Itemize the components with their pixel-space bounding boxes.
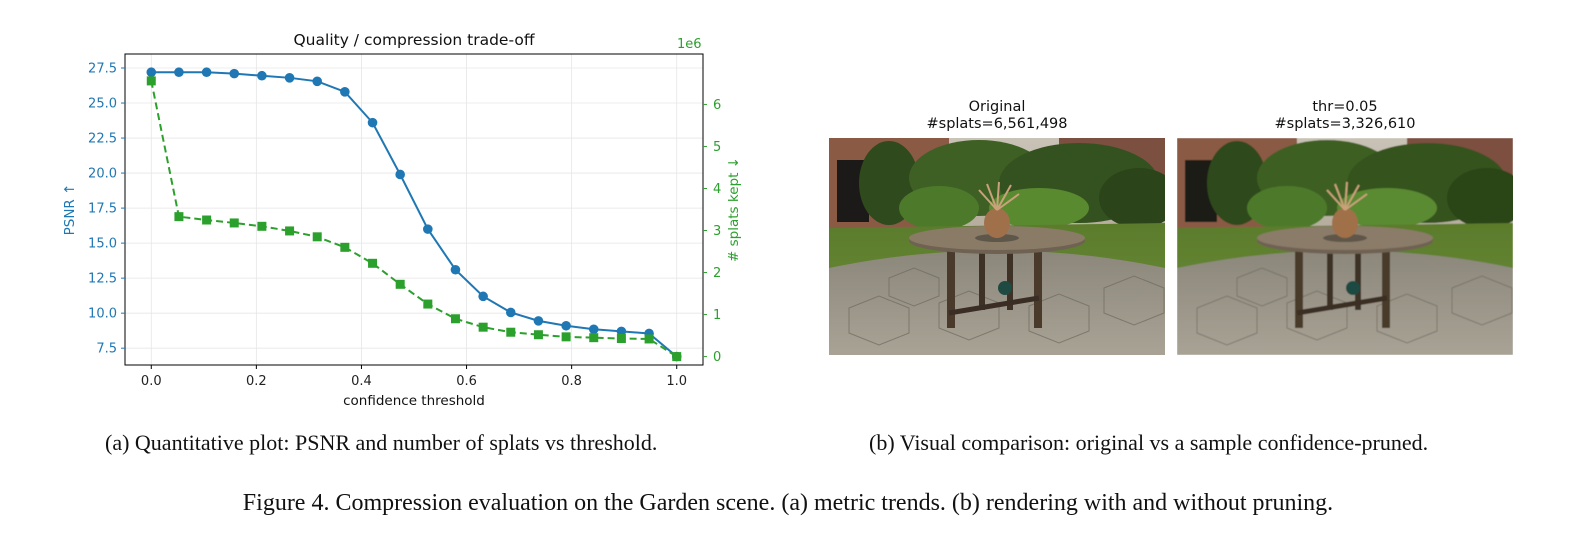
splats-point bbox=[312, 232, 322, 242]
original-title-line2: #splats=6,561,498 bbox=[926, 116, 1068, 132]
psnr-point bbox=[201, 67, 212, 78]
quality-compression-chart: 0.0 0.2 0.4 0.6 0.8 1.0 7.5 10.0 12.5 15.0 17.5 20.… bbox=[62, 31, 742, 409]
psnr-point bbox=[588, 324, 599, 335]
x-axis-label: confidence threshold bbox=[343, 393, 485, 409]
psnr-point bbox=[257, 70, 267, 81]
psnr-point bbox=[423, 224, 433, 234]
y-left-tick-label: 12.5 bbox=[88, 272, 117, 287]
y-right-tick-label: 6 bbox=[713, 98, 721, 113]
y-left-tick-label: 22.5 bbox=[88, 132, 117, 147]
splats-point bbox=[561, 332, 571, 342]
y-left-tick-label: 27.5 bbox=[88, 62, 117, 77]
psnr-point bbox=[367, 117, 378, 128]
psnr-point bbox=[229, 68, 240, 79]
chart-title: Quality / compression trade-off bbox=[293, 31, 534, 49]
splats-point bbox=[368, 258, 378, 268]
splats-point bbox=[533, 330, 543, 340]
psnr-series-line bbox=[151, 71, 678, 358]
splats-point bbox=[174, 212, 184, 222]
y-right-offset-text: 1e6 bbox=[677, 37, 702, 52]
original-render-title: Original #splats=6,561,498 bbox=[829, 99, 1165, 133]
y-right-tick-label: 0 bbox=[713, 350, 721, 365]
y-right-tick-label: 1 bbox=[713, 308, 721, 323]
y-left-axis-label: PSNR ↑ bbox=[62, 184, 78, 236]
pruned-title-line2: #splats=3,326,610 bbox=[1274, 116, 1416, 132]
plot-frame bbox=[124, 53, 704, 366]
splats-point bbox=[506, 327, 516, 337]
splats-point bbox=[423, 299, 433, 309]
splats-point bbox=[395, 279, 405, 289]
figure-caption: Figure 4. Compression evaluation on the … bbox=[242, 490, 1334, 516]
splats-point bbox=[202, 215, 212, 225]
splats-point bbox=[478, 322, 488, 332]
psnr-point bbox=[561, 320, 571, 331]
splats-point bbox=[589, 333, 599, 343]
psnr-point bbox=[450, 264, 461, 275]
splats-point bbox=[229, 218, 239, 228]
splats-point bbox=[257, 221, 267, 231]
y-right-axis-label: # splats kept ↓ bbox=[726, 157, 742, 262]
splats-point bbox=[285, 226, 295, 236]
psnr-point bbox=[174, 67, 184, 78]
psnr-point bbox=[284, 73, 295, 83]
psnr-point bbox=[312, 76, 323, 87]
y-right-tick-label: 3 bbox=[713, 224, 721, 239]
pruned-render-image bbox=[1177, 138, 1513, 355]
x-tick-label: 0.4 bbox=[351, 374, 372, 389]
psnr-point bbox=[505, 307, 516, 318]
subcaption-b: (b) Visual comparison: original vs a sam… bbox=[869, 430, 1429, 455]
x-tick-label: 0.0 bbox=[141, 374, 162, 389]
y-right-tick-label: 5 bbox=[713, 140, 721, 155]
y-left-tick-label: 15.0 bbox=[88, 237, 117, 252]
pruned-title-line1: thr=0.05 bbox=[1312, 99, 1378, 115]
psnr-point bbox=[533, 316, 544, 326]
splats-series-line bbox=[150, 80, 678, 358]
x-tick-label: 1.0 bbox=[666, 374, 687, 389]
y-right-tick-label: 2 bbox=[713, 266, 721, 281]
x-tick-label: 0.2 bbox=[246, 374, 267, 389]
splats-point bbox=[644, 334, 654, 344]
splats-point bbox=[672, 352, 682, 362]
psnr-point bbox=[478, 291, 488, 302]
y-left-tick-label: 17.5 bbox=[88, 202, 117, 217]
splats-point bbox=[616, 334, 626, 344]
y-left-tick-label: 10.0 bbox=[88, 307, 117, 322]
psnr-point bbox=[146, 67, 157, 78]
splats-point bbox=[450, 314, 460, 324]
psnr-point bbox=[340, 87, 350, 97]
splats-point bbox=[340, 242, 350, 252]
splats-point bbox=[146, 76, 156, 86]
x-tick-label: 0.8 bbox=[561, 374, 582, 389]
y-right-tick-label: 4 bbox=[713, 182, 721, 197]
y-left-tick-label: 20.0 bbox=[88, 167, 117, 182]
y-left-tick-label: 7.5 bbox=[96, 342, 117, 357]
subcaption-a: (a) Quantitative plot: PSNR and number o… bbox=[105, 430, 658, 455]
psnr-point bbox=[616, 326, 627, 337]
psnr-point bbox=[395, 169, 405, 180]
y-left-tick-label: 25.0 bbox=[88, 97, 117, 112]
original-render-image bbox=[829, 138, 1165, 355]
original-title-line1: Original bbox=[968, 99, 1026, 115]
x-tick-label: 0.6 bbox=[456, 374, 477, 389]
pruned-render-title: thr=0.05 #splats=3,326,610 bbox=[1177, 99, 1513, 133]
